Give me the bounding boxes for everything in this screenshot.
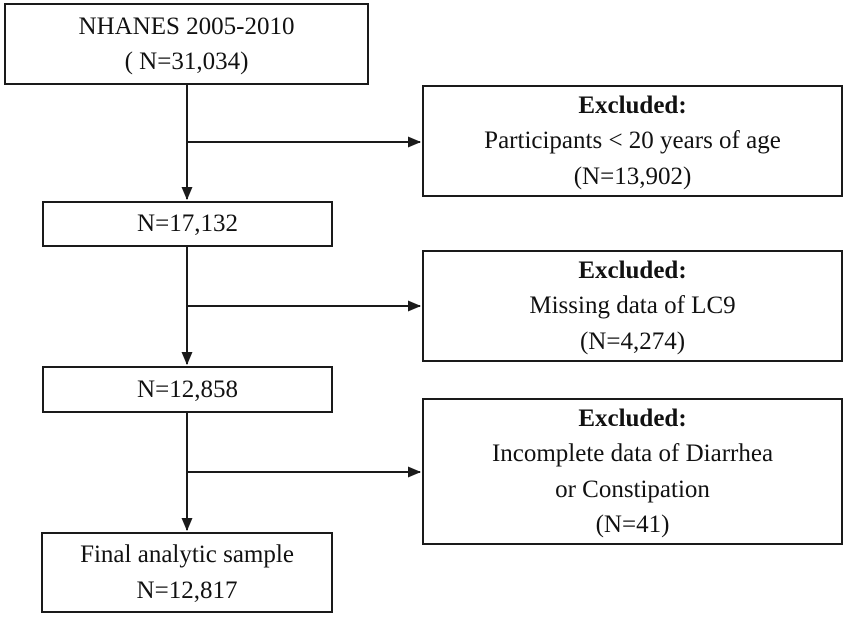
excluded-bowel-heading: Excluded: — [578, 404, 687, 432]
final-sample-n: N=12,817 — [136, 576, 238, 604]
after-lc9-n: N=12,858 — [137, 375, 238, 403]
excluded-lc9-n: (N=4,274) — [579, 327, 686, 355]
excluded-bowel-reason-line1: Incomplete data of Diarrhea — [491, 440, 774, 467]
final-sample-label: Final analytic sample — [80, 541, 294, 568]
box-after-age-exclusion: N=17,132 — [42, 201, 333, 247]
excluded-bowel-reason-line2: or Constipation — [555, 475, 710, 503]
after-age-n: N=17,132 — [137, 210, 238, 238]
source-n: ( N=31,034) — [124, 48, 249, 75]
box-excluded-age: Excluded: Participants < 20 years of age… — [422, 85, 843, 197]
box-final-sample: Final analytic sample N=12,817 — [41, 532, 333, 613]
excluded-bowel-n: (N=41) — [595, 511, 670, 538]
excluded-age-reason: Participants < 20 years of age — [484, 127, 781, 155]
box-excluded-lc9: Excluded: Missing data of LC9 (N=4,274) — [422, 250, 843, 362]
excluded-age-heading: Excluded: — [578, 91, 687, 119]
excluded-lc9-reason: Missing data of LC9 — [529, 292, 736, 320]
box-nhanes-source: NHANES 2005-2010 ( N=31,034) — [4, 3, 369, 85]
excluded-lc9-heading: Excluded: — [578, 256, 687, 284]
box-after-lc9-exclusion: N=12,858 — [42, 366, 333, 413]
excluded-age-n: (N=13,902) — [573, 162, 692, 190]
box-excluded-bowel: Excluded: Incomplete data of Diarrhea or… — [422, 398, 843, 545]
source-title: NHANES 2005-2010 — [78, 12, 295, 40]
